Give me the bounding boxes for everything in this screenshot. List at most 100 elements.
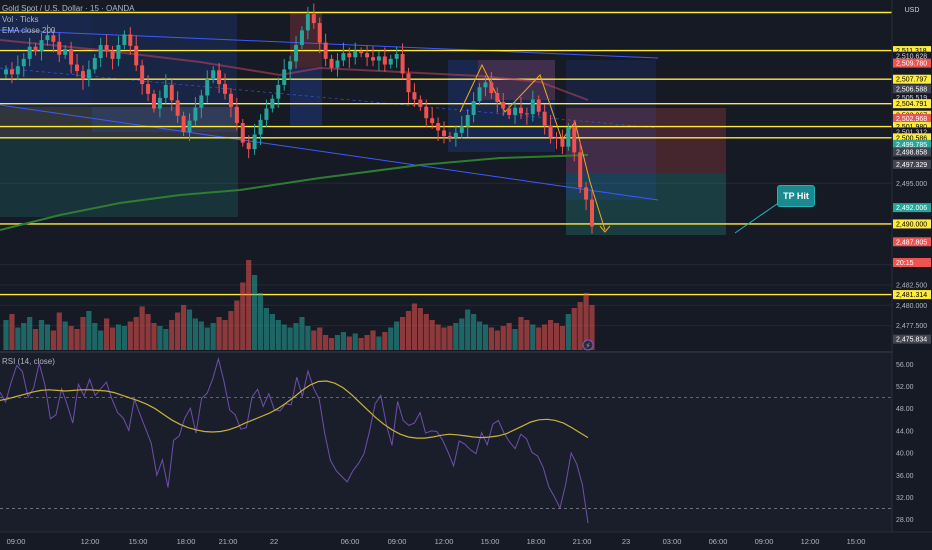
price-tag	[893, 113, 931, 123]
candle-body	[590, 199, 594, 227]
candle-body	[151, 93, 156, 109]
volume-bar	[204, 327, 210, 350]
volume-bar	[577, 302, 583, 350]
price-tag-text: 2,505.519	[896, 95, 927, 102]
volume-bar	[482, 324, 489, 350]
volume-bar	[15, 327, 21, 350]
volume-bar	[571, 308, 577, 350]
candle-body	[169, 84, 174, 101]
price-tag	[893, 51, 931, 61]
volume-bar	[524, 320, 530, 350]
symbol-title[interactable]: Gold Spot / U.S. Dollar · 15 · OANDA	[2, 4, 135, 13]
volume-bar	[56, 312, 62, 350]
candle-body	[163, 84, 168, 98]
price-tag-text: 2,490.000	[896, 221, 927, 228]
descending-channel	[0, 29, 659, 201]
candle-body	[9, 69, 14, 75]
volume-bar	[328, 338, 335, 350]
volume-bar	[494, 330, 500, 350]
price-tag-text: 2,487.805	[896, 239, 927, 246]
price-tag-text: 2,510.628	[896, 54, 927, 61]
currency-label: USD	[905, 7, 920, 14]
price-tag	[893, 203, 931, 213]
candle-body	[341, 53, 346, 61]
candle-body	[311, 14, 316, 24]
candle-body	[430, 118, 435, 124]
price-tag	[893, 84, 931, 94]
candle-body	[86, 69, 91, 80]
candle-body	[193, 107, 198, 121]
volume-bar	[151, 323, 157, 350]
price-tag-text: 2,477.500	[896, 323, 927, 330]
volume-bar	[459, 318, 465, 350]
candle-body	[21, 58, 26, 67]
price-tag-text: 2,500.586	[896, 135, 927, 142]
time-label: 12:00	[435, 537, 454, 546]
tp-hit-callout[interactable]: TP Hit	[777, 185, 815, 207]
volume-bar	[104, 318, 110, 350]
price-tag	[893, 74, 931, 84]
time-label: 15:00	[847, 537, 866, 546]
candle-body	[560, 138, 565, 147]
volume-bar	[518, 317, 524, 350]
candle-body	[199, 95, 204, 108]
volume-bar	[583, 293, 589, 350]
candle-body	[329, 58, 334, 68]
volume-bar	[423, 314, 429, 350]
volume-bar	[21, 323, 27, 350]
candle-body	[27, 46, 32, 59]
candle-body	[51, 35, 56, 42]
volume-bar	[27, 317, 33, 350]
price-tag	[893, 139, 931, 149]
volume-bar	[68, 326, 74, 350]
ema-fast-line	[0, 39, 589, 101]
price-tag-text: 2,481.314	[896, 292, 927, 299]
volume-bar	[246, 260, 252, 350]
candle-body	[45, 35, 50, 41]
volume-bar	[210, 323, 216, 350]
volume-bar	[305, 326, 311, 350]
volume-bar	[370, 330, 376, 350]
volume-bar	[222, 320, 228, 350]
candle-body	[140, 65, 145, 85]
volume-bar	[240, 282, 246, 350]
grid	[0, 182, 892, 327]
volume-indicator-label[interactable]: Vol · Ticks	[2, 15, 39, 24]
price-path-line	[459, 63, 606, 231]
price-tag-text: 2,509.780	[896, 61, 927, 68]
volume-bar	[340, 332, 346, 350]
rsi-tick-label: 36.00	[896, 473, 914, 480]
candle-body	[382, 56, 387, 65]
volume-bar	[417, 308, 423, 350]
ema-indicator-label[interactable]: EMA close 200	[2, 26, 56, 35]
candle-body	[92, 58, 97, 70]
volume-bar	[411, 303, 418, 350]
candle-body	[447, 136, 452, 138]
candle-body	[57, 41, 62, 55]
volume-bar	[133, 317, 139, 350]
candle-body	[530, 99, 535, 115]
price-tag	[893, 58, 931, 68]
price-tag	[893, 290, 931, 300]
price-tag	[893, 334, 931, 344]
volume-bar	[542, 324, 548, 350]
rsi-ma-line	[0, 380, 589, 439]
volume-bar	[3, 320, 9, 350]
time-axis[interactable]	[0, 532, 932, 550]
volume-bar	[216, 317, 222, 350]
candle-body	[317, 23, 322, 43]
volume-bar	[263, 308, 270, 350]
volume-bar	[559, 326, 566, 350]
volume-bar	[121, 326, 127, 350]
volume-bar	[281, 324, 287, 350]
lightning-icon[interactable]	[582, 339, 594, 351]
price-tag	[893, 127, 931, 137]
time-label: 15:00	[481, 537, 500, 546]
arrow-head-icon	[599, 225, 611, 233]
volume-bar	[192, 318, 199, 350]
rsi-tick-label: 44.00	[896, 428, 914, 435]
volume-bar	[180, 305, 187, 350]
volume-bar	[565, 314, 571, 350]
candle-body	[365, 53, 370, 58]
